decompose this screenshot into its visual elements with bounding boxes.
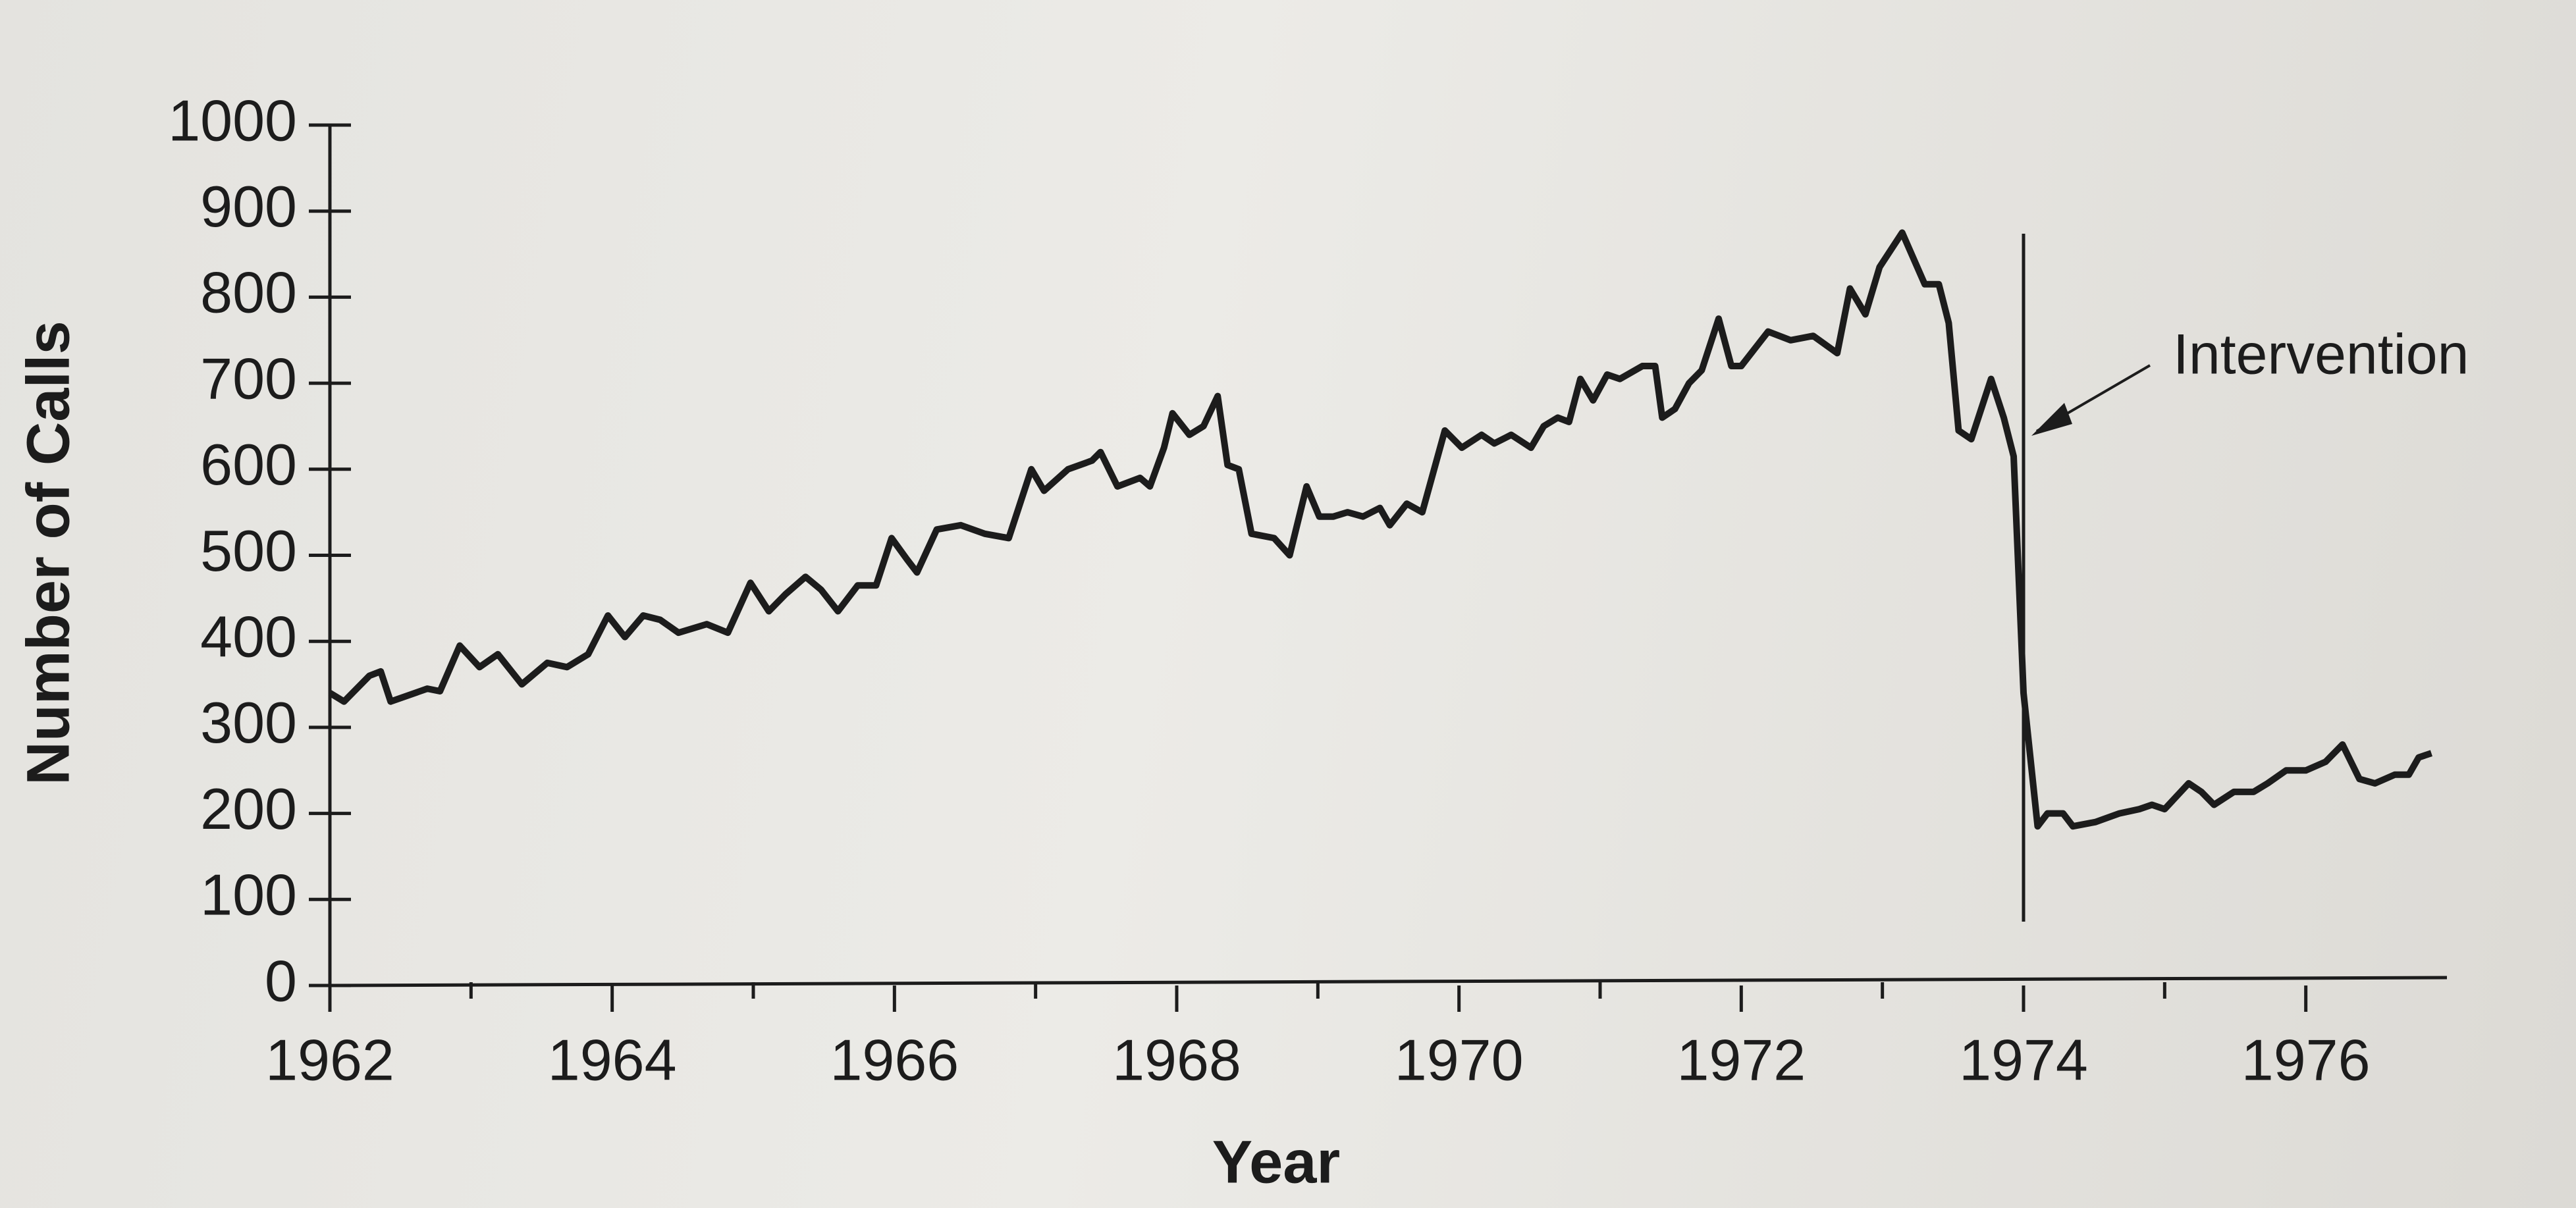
x-axis-title: Year bbox=[1212, 1128, 1340, 1195]
y-tick-label: 700 bbox=[200, 346, 297, 411]
y-tick-label: 200 bbox=[200, 776, 297, 841]
y-axis-title: Number of Calls bbox=[14, 321, 82, 785]
y-tick-label: 0 bbox=[265, 948, 297, 1013]
x-tick-label: 1966 bbox=[830, 1027, 959, 1092]
x-axis bbox=[329, 976, 2448, 987]
y-tick-label: 600 bbox=[200, 432, 297, 497]
x-tick-label: 1972 bbox=[1677, 1027, 1806, 1092]
x-tick-label: 1964 bbox=[548, 1027, 677, 1092]
y-tick-label: 1000 bbox=[168, 88, 297, 153]
intervention-arrowhead bbox=[2031, 403, 2072, 436]
x-tick-label: 1970 bbox=[1395, 1027, 1524, 1092]
x-tick-label: 1968 bbox=[1112, 1027, 1241, 1092]
y-tick-label: 100 bbox=[200, 862, 297, 928]
y-tick-label: 500 bbox=[200, 518, 297, 583]
x-tick-label: 1962 bbox=[265, 1027, 394, 1092]
y-tick-label: 800 bbox=[200, 260, 297, 325]
y-tick-label: 900 bbox=[200, 174, 297, 239]
intervention-label: Intervention bbox=[2173, 323, 2469, 386]
y-tick-label: 400 bbox=[200, 604, 297, 669]
y-tick-label: 300 bbox=[200, 690, 297, 755]
x-tick-label: 1976 bbox=[2241, 1027, 2371, 1092]
x-tick-label: 1974 bbox=[1959, 1027, 2088, 1092]
data-line bbox=[328, 229, 2432, 830]
